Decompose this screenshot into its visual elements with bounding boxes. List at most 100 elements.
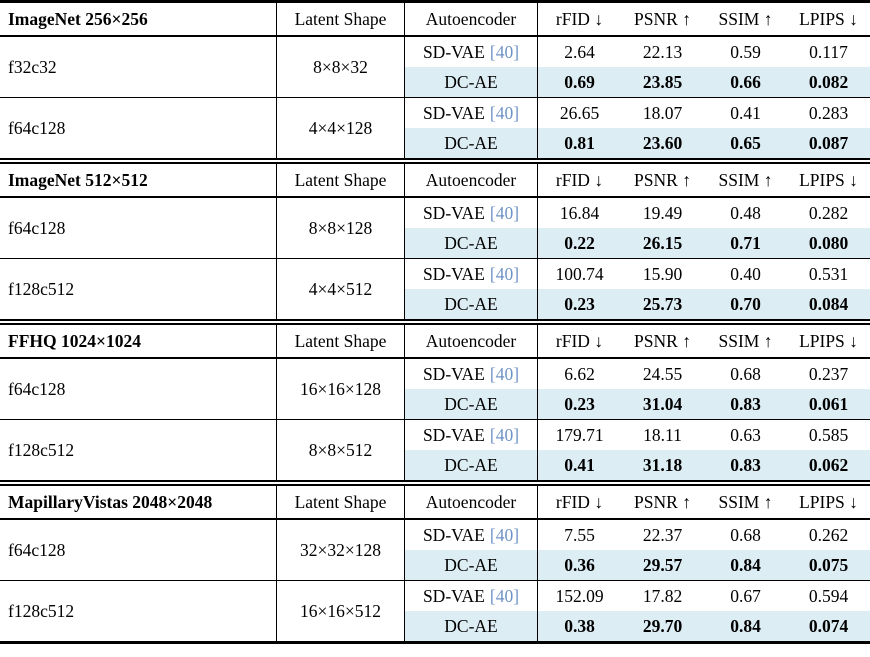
autoencoder-name: DC-AE	[405, 128, 537, 158]
model-name: f128c512	[8, 439, 75, 460]
autoencoder-row: DC-AE 0.41 31.18 0.83 0.062	[405, 450, 870, 480]
metric-header-rfid: rFID ↓	[555, 491, 604, 512]
latent-shape-value: 4×4×512	[276, 259, 404, 319]
model-group: f64c128 16×16×128 SD-VAE [40] 6.62 24.55 0…	[0, 359, 870, 419]
metric-values: 179.71 18.11 0.63 0.585	[537, 420, 870, 450]
metric-value: 0.63	[730, 424, 761, 445]
dataset-section: FFHQ 1024×1024 Latent Shape Autoencoder …	[0, 319, 870, 480]
metric-value: 15.90	[642, 263, 683, 284]
autoencoder-row: SD-VAE [40] 16.84 19.49 0.48 0.282	[405, 198, 870, 228]
metric-value: 0.84	[730, 554, 761, 575]
metric-values: 0.36 29.57 0.84 0.075	[537, 550, 870, 580]
metric-values: 2.64 22.13 0.59 0.117	[537, 37, 870, 67]
metric-value: 0.282	[808, 202, 849, 223]
section-header-row: FFHQ 1024×1024 Latent Shape Autoencoder …	[0, 325, 870, 359]
citation-link[interactable]: [40]	[489, 363, 520, 384]
metric-value: 0.080	[808, 232, 849, 253]
autoencoder-name: SD-VAE [40]	[405, 98, 537, 128]
latent-shape-value: 8×8×128	[276, 198, 404, 258]
autoencoder-header: Autoencoder	[404, 3, 537, 35]
autoencoder-name: SD-VAE [40]	[405, 37, 537, 67]
metric-value: 31.18	[642, 454, 683, 475]
metric-value: 0.062	[808, 454, 849, 475]
citation-link[interactable]: [40]	[489, 41, 520, 62]
section-header-row: MapillaryVistas 2048×2048 Latent Shape A…	[0, 486, 870, 520]
metric-values: 100.74 15.90 0.40 0.531	[537, 259, 870, 289]
citation-link[interactable]: [40]	[489, 524, 520, 545]
citation-link[interactable]: [40]	[489, 585, 520, 606]
metric-value: 0.40	[730, 263, 761, 284]
autoencoder-name: DC-AE	[405, 67, 537, 97]
metric-value: 24.55	[642, 363, 683, 384]
metric-value: 0.68	[730, 363, 761, 384]
autoencoder-row: SD-VAE [40] 7.55 22.37 0.68 0.262	[405, 520, 870, 550]
metric-value: 23.60	[642, 132, 683, 153]
dataset-title: ImageNet 256×256	[8, 8, 148, 29]
citation-link[interactable]: [40]	[489, 424, 520, 445]
metric-value: 31.04	[642, 393, 683, 414]
dataset-section: ImageNet 512×512 Latent Shape Autoencode…	[0, 158, 870, 319]
metric-header-ssim: SSIM ↑	[718, 169, 773, 190]
metric-value: 2.64	[564, 41, 595, 62]
autoencoder-name: SD-VAE [40]	[405, 581, 537, 611]
group-rows: SD-VAE [40] 152.09 17.82 0.67 0.594 DC-AE 0…	[404, 581, 870, 641]
metric-value: 0.117	[809, 41, 848, 62]
latent-shape-header: Latent Shape	[276, 164, 404, 196]
metric-header-rfid: rFID ↓	[555, 169, 604, 190]
model-name: f32c32	[8, 56, 57, 77]
autoencoder-name-text: DC-AE	[444, 615, 498, 636]
metric-value: 22.13	[642, 41, 683, 62]
autoencoder-name: DC-AE	[405, 389, 537, 419]
metric-values: 6.62 24.55 0.68 0.237	[537, 359, 870, 389]
metric-value: 0.075	[808, 554, 849, 575]
group-rows: SD-VAE [40] 2.64 22.13 0.59 0.117 DC-AE 0.6…	[404, 37, 870, 97]
metric-values: 0.41 31.18 0.83 0.062	[537, 450, 870, 480]
metric-value: 0.084	[808, 293, 849, 314]
metric-value: 0.237	[808, 363, 849, 384]
metric-header-lpips: LPIPS ↓	[799, 169, 858, 190]
metric-values: 152.09 17.82 0.67 0.594	[537, 581, 870, 611]
autoencoder-header: Autoencoder	[404, 164, 537, 196]
citation-link[interactable]: [40]	[489, 102, 520, 123]
metric-value: 0.082	[808, 71, 849, 92]
metric-value: 0.84	[730, 615, 761, 636]
metric-value: 0.41	[730, 102, 761, 123]
model-name: f64c128	[8, 117, 66, 138]
metric-value: 29.70	[642, 615, 683, 636]
autoencoder-row: DC-AE 0.69 23.85 0.66 0.082	[405, 67, 870, 97]
autoencoder-row: SD-VAE [40] 6.62 24.55 0.68 0.237	[405, 359, 870, 389]
latent-shape-value: 32×32×128	[276, 520, 404, 580]
metric-value: 0.38	[564, 615, 595, 636]
metric-value: 0.69	[564, 71, 595, 92]
autoencoder-name-text: DC-AE	[444, 393, 498, 414]
section-header-row: ImageNet 256×256 Latent Shape Autoencode…	[0, 3, 870, 37]
metric-header-rfid: rFID ↓	[555, 8, 604, 29]
autoencoder-header: Autoencoder	[404, 325, 537, 357]
autoencoder-name: DC-AE	[405, 611, 537, 641]
section-groups: f32c32 8×8×32 SD-VAE [40] 2.64 22.13 0.59 0…	[0, 37, 870, 158]
section-groups: f64c128 16×16×128 SD-VAE [40] 6.62 24.55 0…	[0, 359, 870, 480]
autoencoder-name-text: DC-AE	[444, 554, 498, 575]
autoencoder-name-text: SD-VAE	[422, 424, 485, 445]
metric-value: 0.59	[730, 41, 761, 62]
autoencoder-name-text: SD-VAE	[422, 202, 485, 223]
metric-value: 179.71	[555, 424, 604, 445]
citation-link[interactable]: [40]	[489, 202, 520, 223]
latent-shape-header: Latent Shape	[276, 3, 404, 35]
metric-value: 25.73	[642, 293, 683, 314]
latent-shape-value: 16×16×512	[276, 581, 404, 641]
autoencoder-name-text: SD-VAE	[422, 41, 485, 62]
model-name: f64c128	[8, 539, 66, 560]
group-rows: SD-VAE [40] 16.84 19.49 0.48 0.282 DC-AE 0.…	[404, 198, 870, 258]
citation-link[interactable]: [40]	[489, 263, 520, 284]
latent-shape-header: Latent Shape	[276, 486, 404, 518]
model-name: f64c128	[8, 378, 66, 399]
metric-value: 0.594	[808, 585, 849, 606]
model-group: f128c512 4×4×512 SD-VAE [40] 100.74 15.90…	[0, 258, 870, 319]
autoencoder-row: DC-AE 0.23 25.73 0.70 0.084	[405, 289, 870, 319]
metric-values: 0.69 23.85 0.66 0.082	[537, 67, 870, 97]
model-group: f32c32 8×8×32 SD-VAE [40] 2.64 22.13 0.59 0…	[0, 37, 870, 97]
group-rows: SD-VAE [40] 7.55 22.37 0.68 0.262 DC-AE 0.3…	[404, 520, 870, 580]
metric-header-rfid: rFID ↓	[555, 330, 604, 351]
